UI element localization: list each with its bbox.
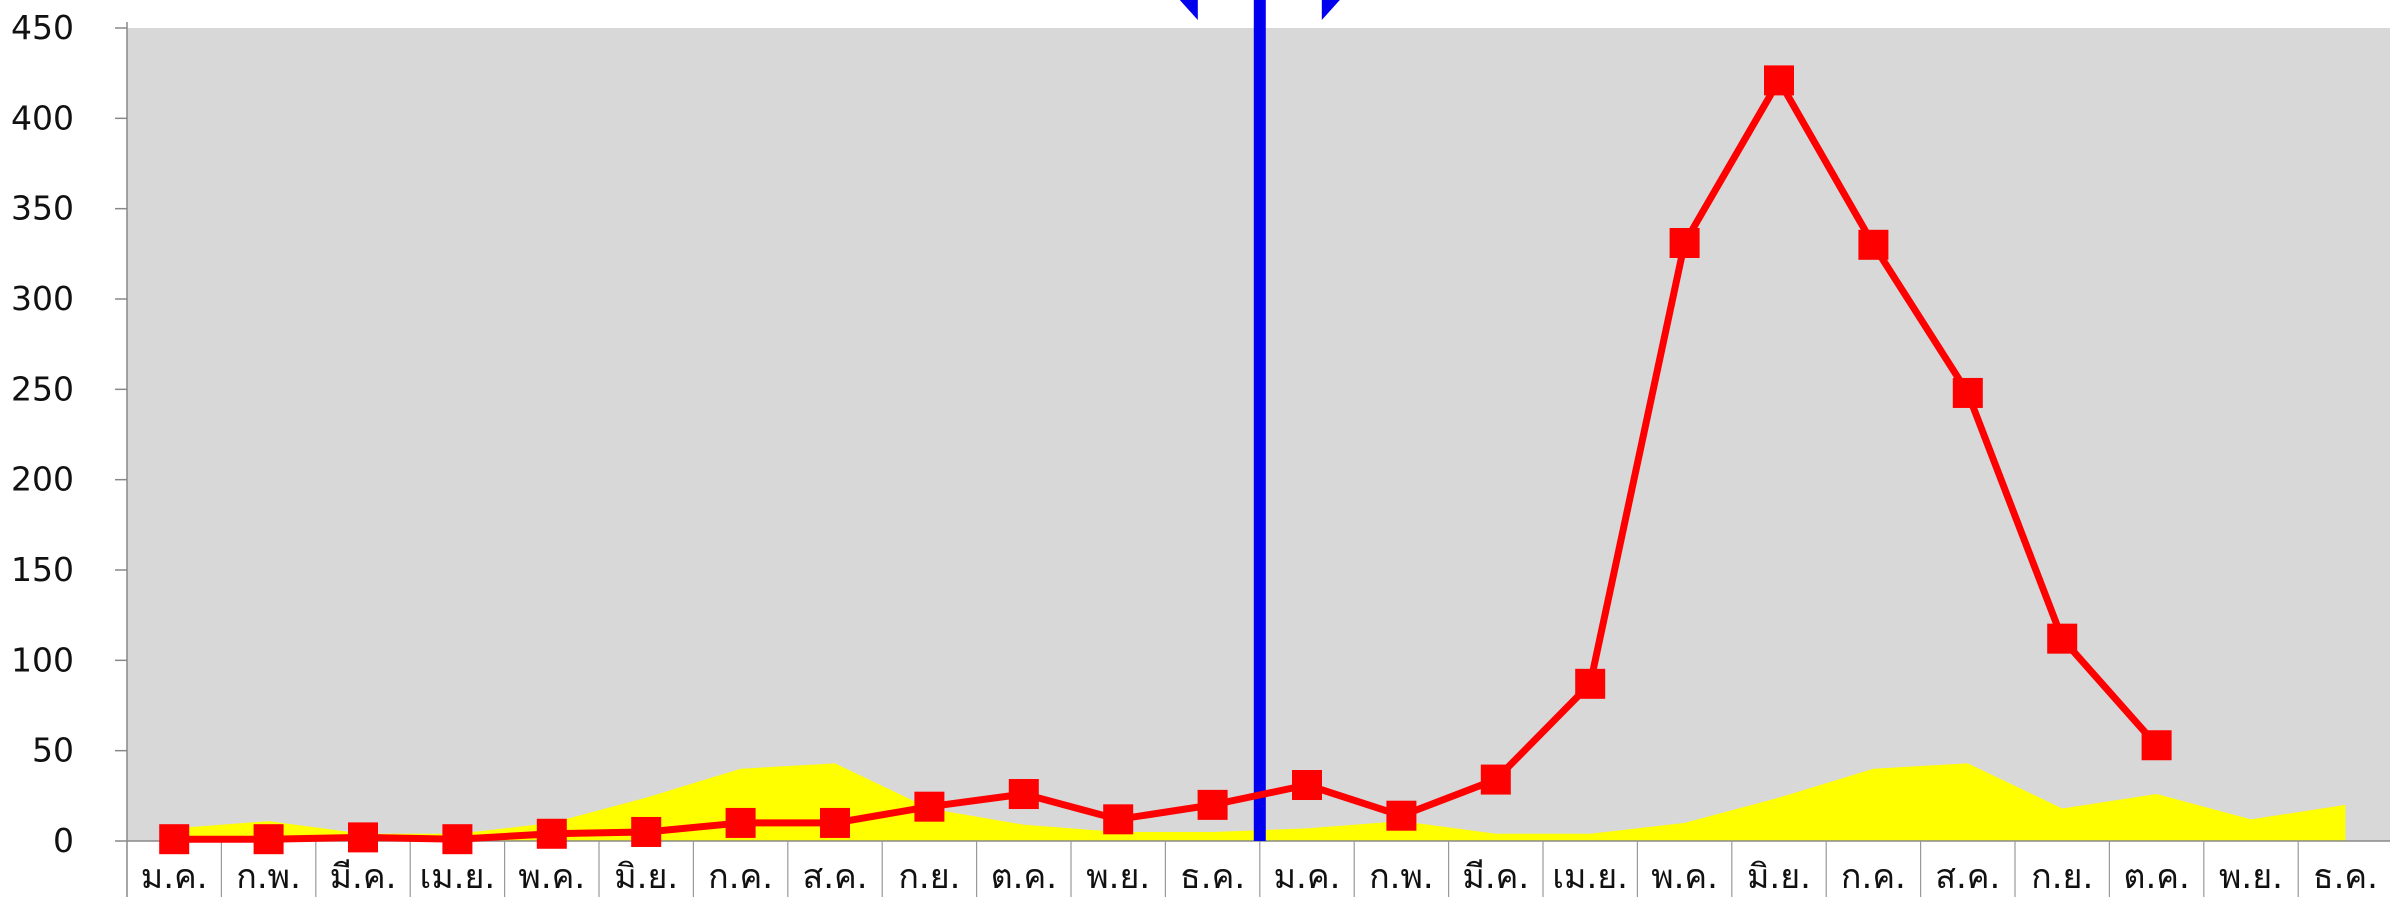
- data-point-marker: [2047, 624, 2077, 654]
- x-tick-label: เม.ย.: [420, 857, 496, 897]
- divider-arrow-left-icon: [1180, 0, 1198, 20]
- x-tick-label: ม.ค.: [1274, 857, 1341, 897]
- y-axis-ticks: 0 50 100 150 200 250 300 350 400 450: [11, 8, 127, 860]
- x-tick-label: พ.ค.: [518, 857, 585, 897]
- data-point-marker: [1292, 770, 1322, 800]
- x-tick-label: มี.ค.: [330, 857, 397, 897]
- data-point-marker: [1670, 228, 1700, 258]
- x-tick-label: ต.ค.: [2123, 857, 2189, 897]
- data-point-marker: [820, 808, 850, 838]
- data-point-marker: [726, 808, 756, 838]
- x-tick-label: ก.ย.: [898, 857, 960, 897]
- x-tick-label: ธ.ค.: [2313, 857, 2378, 897]
- data-point-marker: [1198, 790, 1228, 820]
- x-tick-label: ก.พ.: [1369, 857, 1434, 897]
- x-tick-label: พ.ย.: [2219, 857, 2283, 897]
- x-tick-label: ส.ค.: [802, 857, 867, 897]
- data-point-marker: [2142, 730, 2172, 760]
- data-point-marker: [537, 819, 567, 849]
- y-tick-label: 50: [32, 731, 74, 770]
- x-tick-label: ส.ค.: [1935, 857, 2000, 897]
- y-tick-label: 350: [11, 189, 74, 228]
- data-point-marker: [254, 824, 284, 854]
- data-point-marker: [442, 824, 472, 854]
- data-point-marker: [1009, 779, 1039, 809]
- x-tick-label: ก.ย.: [2031, 857, 2093, 897]
- data-point-marker: [1764, 65, 1794, 95]
- data-point-marker: [348, 822, 378, 852]
- y-tick-label: 150: [11, 550, 74, 589]
- y-tick-label: 100: [11, 640, 74, 679]
- x-tick-label: ก.พ.: [236, 857, 301, 897]
- x-tick-label: พ.ย.: [1086, 857, 1150, 897]
- x-tick-label: ก.ค.: [1841, 857, 1906, 897]
- y-tick-label: 450: [11, 8, 74, 47]
- y-tick-label: 300: [11, 279, 74, 318]
- x-tick-label: มิ.ย.: [614, 857, 678, 897]
- x-tick-label: ธ.ค.: [1180, 857, 1245, 897]
- x-tick-label: ต.ค.: [991, 857, 1057, 897]
- y-tick-label: 250: [11, 369, 74, 408]
- data-point-marker: [1858, 230, 1888, 260]
- data-point-marker: [1103, 804, 1133, 834]
- data-point-marker: [1386, 801, 1416, 831]
- x-tick-label: ม.ค.: [141, 857, 208, 897]
- divider-arrow-right-icon: [1322, 0, 1340, 20]
- x-tick-label: ก.ค.: [708, 857, 773, 897]
- x-tick-label: มิ.ย.: [1747, 857, 1811, 897]
- data-point-marker: [914, 792, 944, 822]
- x-tick-label: พ.ค.: [1651, 857, 1718, 897]
- data-point-marker: [1481, 765, 1511, 795]
- x-tick-label: มี.ค.: [1462, 857, 1529, 897]
- data-point-marker: [631, 817, 661, 847]
- data-point-marker: [1953, 378, 1983, 408]
- x-tick-label: เม.ย.: [1552, 857, 1628, 897]
- y-tick-label: 200: [11, 460, 74, 499]
- y-tick-label: 0: [53, 821, 74, 860]
- data-point-marker: [159, 824, 189, 854]
- data-point-marker: [1575, 669, 1605, 699]
- y-tick-label: 400: [11, 98, 74, 137]
